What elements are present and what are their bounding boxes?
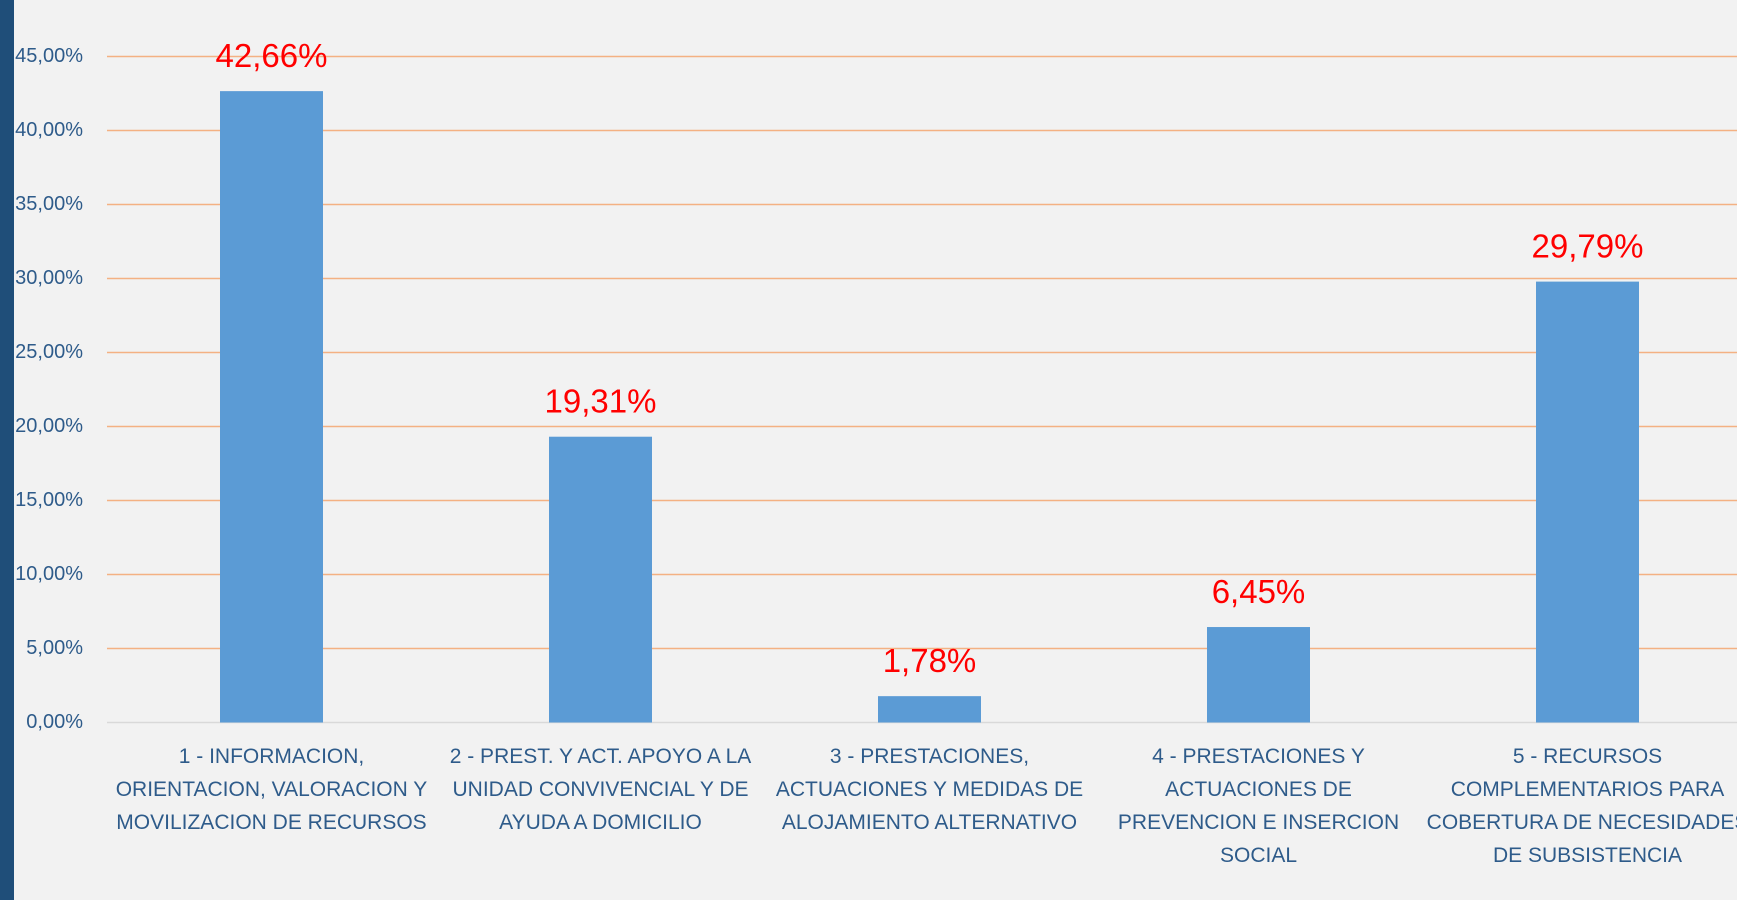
bar: [220, 91, 323, 723]
y-tick-label: 5,00%: [26, 637, 83, 659]
bar: [1536, 281, 1639, 723]
side-bar: [0, 0, 14, 900]
bar: [878, 696, 981, 723]
y-tick-label: 20,00%: [15, 415, 83, 437]
x-tick-label: 3 - PRESTACIONES, ACTUACIONES Y MEDIDAS …: [775, 744, 1084, 834]
y-tick-label: 30,00%: [15, 267, 83, 289]
y-tick-label: 10,00%: [15, 563, 83, 585]
y-tick-label: 45,00%: [15, 45, 83, 67]
x-tick-label: 2 - PREST. Y ACT. APOYO A LA UNIDAD CONV…: [449, 744, 752, 834]
y-tick-label: 25,00%: [15, 341, 83, 363]
data-label: 6,45%: [1212, 573, 1306, 610]
y-tick-label: 40,00%: [15, 119, 83, 141]
bar: [1207, 627, 1310, 723]
x-tick-label: 5 - RECURSOS COMPLEMENTARIOS PARA COBERT…: [1426, 744, 1737, 867]
y-tick-label: 15,00%: [15, 489, 83, 511]
y-tick-label: 0,00%: [26, 711, 83, 733]
data-label: 29,79%: [1532, 227, 1644, 264]
x-tick-label: 4 - PRESTACIONES Y ACTUACIONES DE PREVEN…: [1117, 744, 1400, 867]
data-label: 1,78%: [883, 642, 977, 679]
data-label: 42,66%: [216, 37, 328, 74]
bar: [549, 436, 652, 723]
x-tick-label: 1 - INFORMACION, ORIENTACION, VALORACION…: [115, 744, 428, 834]
data-label: 19,31%: [545, 382, 657, 419]
y-tick-label: 35,00%: [15, 193, 83, 215]
